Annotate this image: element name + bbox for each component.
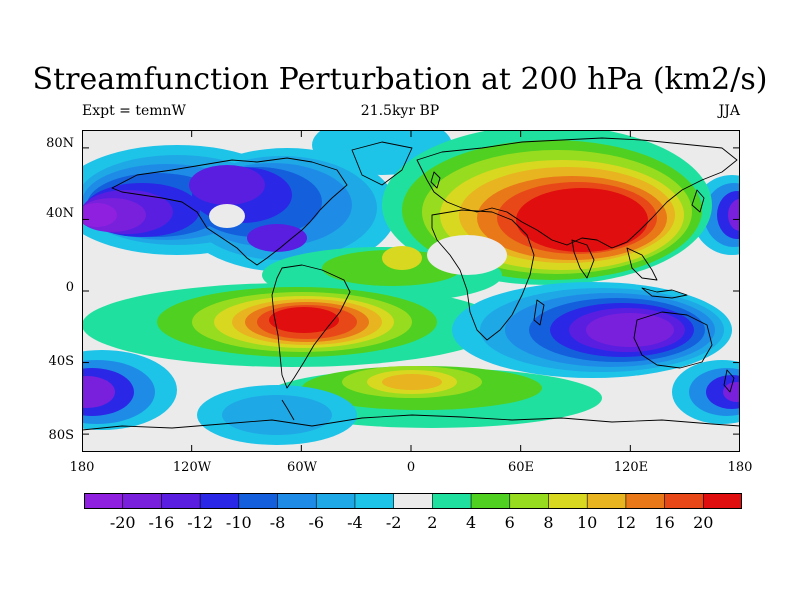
north-low-band bbox=[82, 130, 452, 272]
eurasia-coast bbox=[416, 137, 738, 249]
colorbar-swatch bbox=[161, 493, 201, 509]
colorbar-label: -8 bbox=[269, 513, 286, 532]
indonesia-coast bbox=[641, 287, 688, 299]
antarctic-low bbox=[197, 385, 357, 445]
australia-coast bbox=[633, 311, 713, 369]
colorbar-swatch bbox=[548, 493, 588, 509]
colorbar-label: 16 bbox=[654, 513, 675, 532]
axis-ticks bbox=[82, 130, 740, 452]
colorbar bbox=[84, 493, 742, 509]
colorbar-label: -20 bbox=[109, 513, 136, 532]
colorbar-swatch bbox=[238, 493, 279, 509]
africa-coast bbox=[431, 209, 535, 341]
greenland-coast bbox=[351, 141, 413, 186]
antarctica-coast bbox=[82, 414, 740, 431]
season-label: JJA bbox=[718, 103, 740, 119]
y-tick-label: 80N bbox=[46, 136, 74, 151]
south-america-high bbox=[82, 283, 502, 367]
colorbar-swatch bbox=[702, 493, 742, 509]
y-tick-label: 40S bbox=[48, 354, 74, 369]
colorbar-swatch bbox=[625, 493, 666, 509]
south-america-coast bbox=[271, 264, 351, 389]
x-tick-label: 180 bbox=[727, 460, 753, 475]
coastlines bbox=[82, 137, 740, 431]
colorbar-label: -4 bbox=[347, 513, 363, 532]
madagascar-coast bbox=[533, 299, 545, 326]
x-tick-label: 120W bbox=[172, 460, 212, 475]
colorbar-label: 20 bbox=[693, 513, 714, 532]
x-tick-label: 120E bbox=[613, 460, 649, 475]
colorbar-swatch bbox=[393, 493, 434, 509]
colorbar-label: -12 bbox=[187, 513, 213, 532]
experiment-label: Expt = temnW bbox=[82, 103, 186, 119]
colorbar-label: -10 bbox=[225, 513, 252, 532]
colorbar-label: -16 bbox=[148, 513, 175, 532]
colorbar-swatch bbox=[277, 493, 318, 509]
x-tick-label: 0 bbox=[406, 460, 416, 475]
chart-title: Streamfunction Perturbation at 200 hPa (… bbox=[32, 62, 768, 97]
y-tick-label: 40N bbox=[46, 206, 74, 221]
colorbar-swatch bbox=[315, 493, 356, 509]
streamfunction-map bbox=[82, 130, 740, 452]
colorbar-label: 10 bbox=[576, 513, 598, 532]
colorbar-swatch bbox=[122, 493, 163, 509]
japan-coast bbox=[691, 189, 705, 213]
colorbar-label: 2 bbox=[427, 513, 438, 532]
y-tick-label: 0 bbox=[65, 280, 74, 295]
contour-field bbox=[82, 130, 740, 452]
new-zealand-coast bbox=[723, 369, 735, 393]
north-america-coast bbox=[111, 157, 348, 266]
southeast-asia-coast bbox=[626, 247, 658, 281]
colorbar-frame bbox=[84, 493, 742, 509]
colorbar-swatch bbox=[470, 493, 511, 509]
colorbar-label: 8 bbox=[543, 513, 554, 532]
x-tick-label: 60W bbox=[287, 460, 317, 475]
colorbar-swatch bbox=[432, 493, 472, 509]
colorbar-label: -6 bbox=[308, 513, 325, 532]
y-tick-label: 80S bbox=[48, 428, 74, 443]
south-pacific-low bbox=[82, 350, 740, 430]
colorbar-swatch bbox=[354, 493, 395, 509]
south-indian-low bbox=[452, 282, 732, 378]
colorbar-swatch bbox=[664, 493, 705, 509]
x-tick-label: 180 bbox=[69, 460, 95, 475]
colorbar-label: 12 bbox=[615, 513, 637, 532]
time-label: 21.5kyr BP bbox=[360, 103, 440, 119]
colorbar-swatch bbox=[199, 493, 240, 509]
antarctic-peninsula-coast bbox=[281, 399, 295, 421]
colorbar-swatch bbox=[509, 493, 550, 509]
x-tick-label: 60E bbox=[507, 460, 535, 475]
india-coast bbox=[571, 239, 595, 279]
uk-coast bbox=[430, 171, 441, 189]
colorbar-swatch bbox=[84, 493, 124, 509]
colorbar-label: 6 bbox=[504, 513, 515, 532]
colorbar-label: 4 bbox=[465, 513, 477, 532]
colorbar-label: -2 bbox=[385, 513, 402, 532]
colorbar-swatch bbox=[586, 493, 627, 509]
